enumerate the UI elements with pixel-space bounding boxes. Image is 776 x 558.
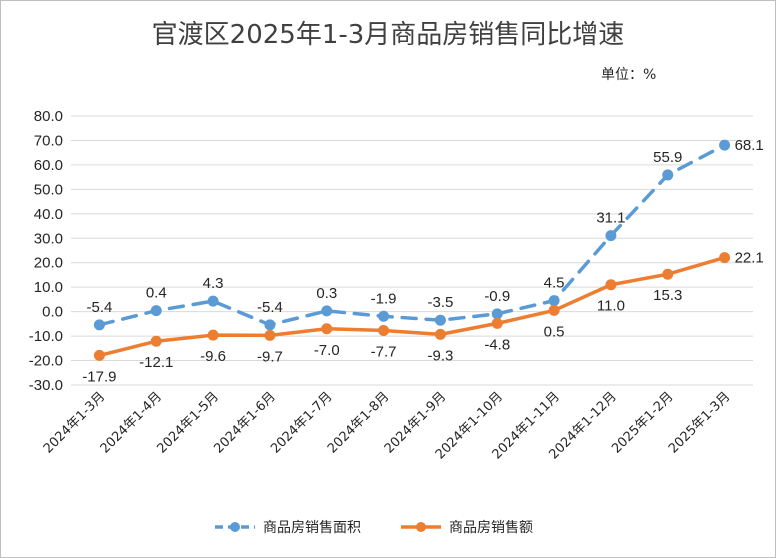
y-tick-label: -30.0: [29, 377, 63, 394]
data-point-area: [719, 139, 731, 151]
legend: 商品房销售面积 商品房销售额: [215, 520, 533, 536]
gridlines: [71, 115, 753, 386]
legend-label-area: 商品房销售面积: [263, 520, 361, 536]
data-label-amount: 11.0: [597, 298, 625, 315]
data-point-amount: [378, 324, 390, 336]
data-point-amount: [719, 252, 731, 264]
y-tick-label: 30.0: [34, 230, 63, 247]
data-label-area: 0.3: [316, 285, 337, 302]
data-label-amount: 0.5: [544, 323, 565, 340]
data-point-amount: [207, 329, 219, 341]
data-point-amount: [434, 328, 446, 340]
data-point-area: [378, 310, 390, 322]
data-point-amount: [491, 317, 503, 329]
data-label-area: 31.1: [596, 210, 625, 227]
series-group: [93, 139, 731, 361]
chart-title: 官渡区2025年1-3月商品房销售同比增速: [152, 20, 625, 50]
series-line-area: [97, 143, 727, 327]
x-tick-label: 2025年1-3月: [666, 389, 733, 456]
data-label-amount: 15.3: [653, 287, 682, 304]
y-tick-label: 80.0: [34, 108, 63, 125]
data-point-area: [605, 230, 617, 242]
data-point-amount: [548, 304, 560, 316]
data-point-area: [207, 295, 219, 307]
legend-swatch-area-marker: [230, 522, 240, 532]
data-labels: -5.4 0.4 4.3 -5.4 0.3 -1.9 -3.5 -0.9 4.5 31.1 55.9…: [82, 137, 763, 385]
data-point-amount: [264, 329, 276, 341]
data-point-amount: [150, 335, 162, 347]
data-label-area: -0.9: [484, 288, 510, 305]
data-point-area: [491, 308, 503, 320]
x-axis-ticks: 2024年1-3月2024年1-4月2024年1-5月2024年1-6月2024…: [41, 389, 734, 462]
series-line-amount: [97, 255, 727, 358]
y-tick-label: 10.0: [34, 279, 63, 296]
y-axis-ticks: 80.0 70.0 60.0 50.0 40.0 30.0 20.0 10.0 0.0 -10.0…: [29, 108, 63, 394]
data-label-area: 68.1: [735, 137, 764, 154]
data-point-area: [264, 319, 276, 331]
data-label-area: -3.5: [427, 294, 453, 311]
data-label-area: -1.9: [371, 290, 397, 307]
legend-label-amount: 商品房销售额: [449, 520, 533, 536]
y-tick-label: 20.0: [34, 255, 63, 272]
y-tick-label: -10.0: [29, 328, 63, 345]
data-label-amount: -9.6: [200, 348, 226, 365]
data-label-amount: -9.3: [427, 347, 453, 364]
data-label-amount: -12.1: [139, 354, 173, 371]
data-label-area: 4.5: [544, 275, 565, 292]
data-point-area: [321, 305, 333, 317]
data-label-amount: -4.8: [484, 336, 510, 353]
data-label-amount: -7.0: [314, 342, 340, 359]
data-point-area: [150, 305, 162, 317]
y-tick-label: 0.0: [42, 304, 63, 321]
data-label-area: 4.3: [203, 275, 224, 292]
data-label-area: -5.4: [257, 299, 283, 316]
y-tick-label: 40.0: [34, 206, 63, 223]
y-tick-label: -20.0: [29, 353, 63, 370]
y-tick-label: 70.0: [34, 132, 63, 149]
legend-swatch-amount-marker: [416, 522, 426, 532]
data-label-area: 0.4: [146, 285, 167, 302]
data-point-amount: [662, 268, 674, 280]
data-label-area: 55.9: [653, 149, 682, 166]
data-point-area: [93, 319, 105, 331]
data-point-area: [548, 295, 560, 307]
data-point-amount: [93, 349, 105, 361]
data-point-amount: [321, 323, 333, 335]
data-point-area: [662, 169, 674, 181]
data-label-area: -5.4: [86, 299, 112, 316]
data-label-amount: -9.7: [257, 348, 283, 365]
data-point-area: [434, 314, 446, 326]
y-tick-label: 50.0: [34, 181, 63, 198]
y-tick-label: 60.0: [34, 157, 63, 174]
data-label-amount: 22.1: [735, 250, 764, 267]
data-label-amount: -17.9: [82, 368, 116, 385]
data-point-amount: [605, 279, 617, 291]
data-label-amount: -7.7: [371, 343, 397, 360]
unit-label: 单位：%: [601, 67, 656, 83]
